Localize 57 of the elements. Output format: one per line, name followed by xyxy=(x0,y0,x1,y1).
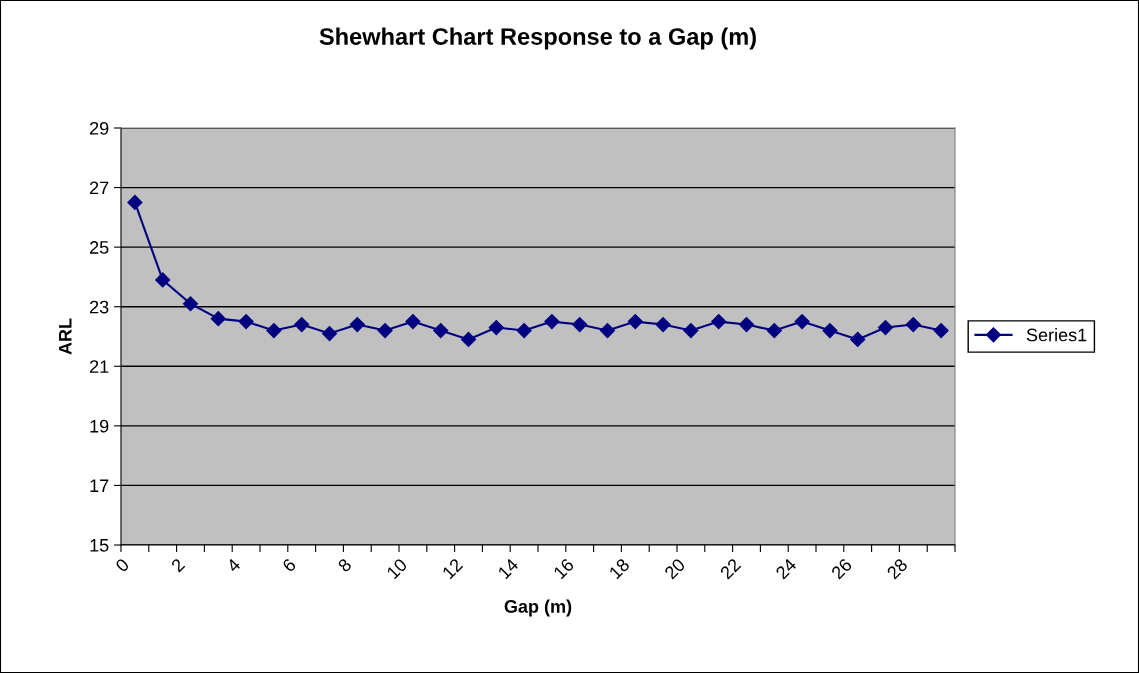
x-tick-label: 26 xyxy=(830,557,853,580)
y-tick-label: 27 xyxy=(90,181,109,195)
x-tick-label: 16 xyxy=(552,557,575,580)
point xyxy=(766,322,782,339)
y-tick-label: 15 xyxy=(90,539,109,552)
y-tick-label: 17 xyxy=(90,479,109,492)
point xyxy=(933,322,949,339)
x-tick-label: 14 xyxy=(497,557,520,580)
x-tick-label: 24 xyxy=(774,557,798,580)
y-tick-label: 21 xyxy=(90,360,109,373)
point xyxy=(238,314,254,330)
y-tick-label: 23 xyxy=(90,300,109,314)
legend-label: Series1 xyxy=(1026,328,1087,342)
x-tick-label: 10 xyxy=(386,557,408,580)
x-tick-label: 22 xyxy=(719,557,742,580)
chart-title: Shewhart Chart Response to a Gap (m) xyxy=(319,27,756,50)
point xyxy=(349,317,365,333)
point xyxy=(794,314,810,330)
point xyxy=(488,319,504,336)
point xyxy=(738,317,755,333)
point xyxy=(155,272,171,288)
point xyxy=(210,311,226,327)
point xyxy=(572,317,588,333)
point xyxy=(127,194,143,211)
point xyxy=(516,322,532,339)
point xyxy=(599,322,616,339)
point xyxy=(850,331,866,348)
x-tick-label: 28 xyxy=(886,557,909,580)
point xyxy=(294,317,310,333)
point xyxy=(544,314,560,330)
point xyxy=(377,322,393,339)
point xyxy=(655,317,671,333)
point xyxy=(877,319,894,336)
point xyxy=(711,314,727,330)
x-tick-label: 12 xyxy=(441,557,464,580)
y-tick-label: 25 xyxy=(90,241,109,254)
y-axis-title: ARL xyxy=(59,318,72,355)
x-tick-label: 18 xyxy=(608,557,631,580)
point xyxy=(433,322,449,339)
x-tick-label: 2 xyxy=(170,557,186,573)
x-tick-label: 6 xyxy=(281,557,297,573)
y-tick-label: 29 xyxy=(90,121,109,135)
x-tick-label: 4 xyxy=(225,557,242,573)
point xyxy=(627,314,643,330)
point xyxy=(182,296,199,312)
x-tick-label: 8 xyxy=(337,557,353,573)
point xyxy=(266,322,282,339)
point xyxy=(460,331,477,348)
point xyxy=(321,325,338,342)
point xyxy=(683,322,699,339)
x-tick-label: 0 xyxy=(114,557,130,573)
point xyxy=(905,317,921,333)
point xyxy=(405,314,421,330)
y-tick-label: 19 xyxy=(90,419,109,433)
x-tick-label: 20 xyxy=(663,557,686,580)
x-axis-title: Gap (m) xyxy=(504,599,572,617)
point xyxy=(822,322,838,339)
